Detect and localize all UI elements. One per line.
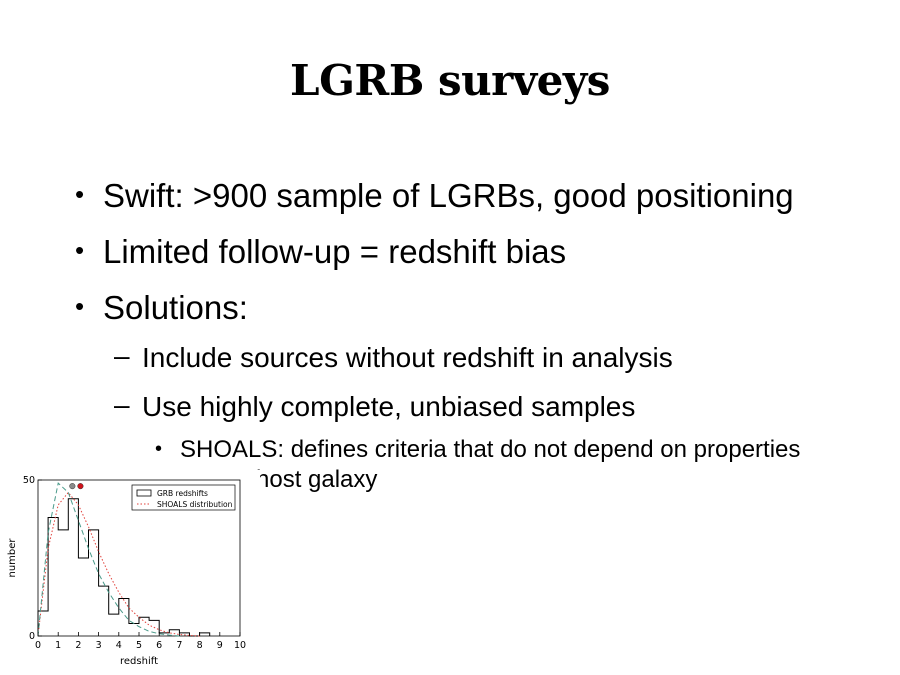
subbullet-marker: – — [114, 389, 130, 420]
x-tick-label: 6 — [156, 640, 162, 651]
legend-swatch-histogram — [136, 489, 152, 497]
x-tick-label: 9 — [217, 640, 223, 651]
subbullet-text: Include sources without redshift in anal… — [142, 342, 673, 373]
slide-title: LGRB surveys — [290, 56, 610, 105]
subsubbullet-continuation: host galaxy — [256, 466, 377, 494]
subsubbullet-marker: • — [155, 438, 163, 460]
bullet-marker: • — [75, 235, 85, 265]
legend-label-shoals-distribution: SHOALS distribution — [157, 500, 233, 509]
subbullet-text: Use highly complete, unbiased samples — [142, 391, 636, 422]
subbullet-marker: – — [114, 340, 130, 371]
legend-label-grb-redshifts: GRB redshifts — [157, 489, 208, 498]
x-tick-label: 3 — [96, 640, 102, 651]
data-point-marker-2 — [77, 483, 84, 490]
legend-box — [131, 484, 236, 511]
subsubbullet-text: host galaxy — [256, 466, 378, 493]
y-tick-label: 50 — [23, 475, 35, 486]
x-tick-label: 4 — [116, 640, 122, 651]
x-tick-label: 7 — [176, 640, 182, 651]
y-tick-label: 0 — [29, 631, 35, 642]
bullet-text: Swift: >900 sample of LGRBs, good positi… — [103, 177, 794, 214]
x-tick-label: 5 — [136, 640, 142, 651]
redshift-histogram-chart: 0 1 2 3 4 5 6 7 8 9 10 0 50 redshift number GRB redshif… — [0, 470, 260, 675]
y-axis-label: number — [7, 538, 18, 578]
bullet-text: Limited follow-up = redshift bias — [103, 233, 567, 270]
x-tick-label: 8 — [197, 640, 203, 651]
bullet-marker: • — [75, 179, 85, 209]
x-tick-label: 1 — [55, 640, 61, 651]
x-tick-label: 2 — [75, 640, 81, 651]
bullet-marker: • — [75, 291, 85, 321]
series-model-dashed-curve — [37, 482, 180, 637]
series-grb-redshifts-histogram — [37, 498, 211, 637]
subsubbullet-text: SHOALS: defines criteria that do not dep… — [180, 436, 801, 463]
x-tick-label: 10 — [234, 640, 246, 651]
bullet-text: Solutions: — [103, 289, 248, 326]
plot-area: 0 1 2 3 4 5 6 7 8 9 10 0 50 redshift number GRB redshif… — [7, 475, 246, 667]
x-tick-label: 0 — [35, 640, 41, 651]
x-axis-label: redshift — [120, 656, 158, 667]
data-point-marker-1 — [69, 483, 76, 490]
